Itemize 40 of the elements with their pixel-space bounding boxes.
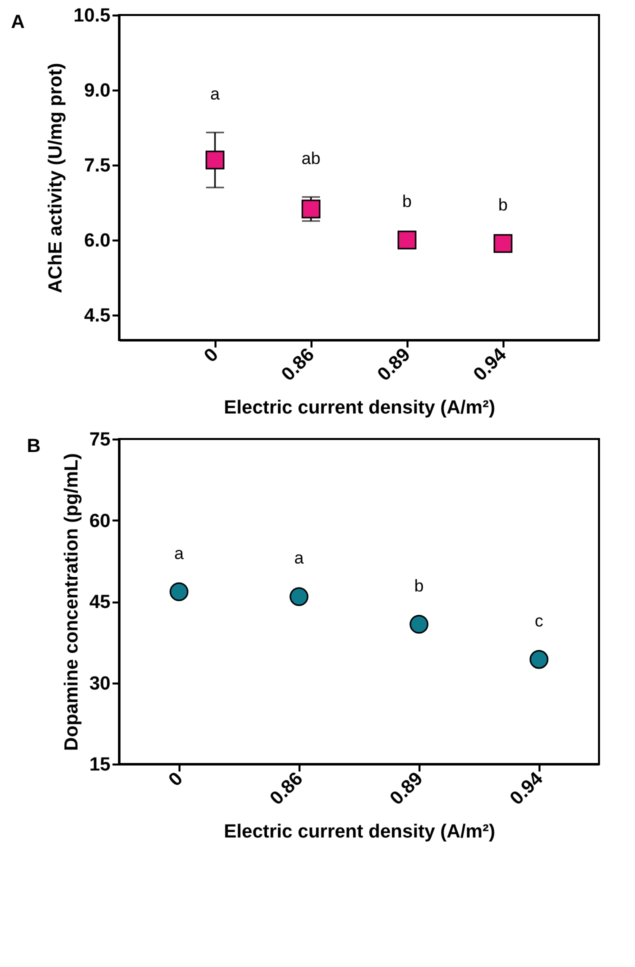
y-axis-title: AChE activity (U/mg prot) xyxy=(46,62,67,294)
point xyxy=(530,650,548,669)
annotation: a xyxy=(294,548,304,568)
x-axis-title: Electric current density (A/m²) xyxy=(224,398,496,419)
y-tick-label: 15 xyxy=(89,754,111,776)
annotation: b xyxy=(414,576,424,596)
y-tick-label: 10.5 xyxy=(74,6,111,26)
y-tick-label: 7.5 xyxy=(84,156,111,176)
y-tick-label: 30 xyxy=(89,673,110,694)
annotation: ab xyxy=(302,149,320,168)
y-axis-title: Dopamine concentration (pg/mL) xyxy=(61,453,82,751)
annotation: c xyxy=(534,611,544,630)
chart-title: A xyxy=(11,12,26,33)
x-tick-label: 0 xyxy=(200,344,223,367)
x-axis-title: Electric current density (A/m²) xyxy=(224,822,496,843)
x-tick-label: 0.89 xyxy=(386,768,428,810)
annotation: a xyxy=(174,544,184,563)
point xyxy=(206,150,224,170)
annotation: b xyxy=(498,196,508,214)
x-tick-label: 0.89 xyxy=(374,344,415,386)
y-tick-label: 60 xyxy=(89,510,110,532)
x-tick-label: 0.94 xyxy=(470,344,512,386)
point xyxy=(170,582,188,602)
y-tick-label: 9.0 xyxy=(84,80,110,102)
y-tick-label: 6.0 xyxy=(84,230,110,252)
chart-title: B xyxy=(26,436,41,457)
annotation: b xyxy=(402,192,412,211)
x-tick-label: 0.94 xyxy=(506,768,548,810)
y-tick-label: 45 xyxy=(89,592,111,613)
point xyxy=(290,587,308,606)
x-tick-label: 0 xyxy=(164,768,188,791)
point xyxy=(494,234,512,253)
annotation: a xyxy=(210,84,220,104)
y-tick-label: 75 xyxy=(89,430,111,450)
y-tick-label: 4.5 xyxy=(84,306,111,326)
point xyxy=(410,614,428,634)
point xyxy=(302,200,320,218)
point xyxy=(398,230,416,250)
x-tick-label: 0.86 xyxy=(266,768,308,810)
x-tick-label: 0.86 xyxy=(278,344,319,386)
